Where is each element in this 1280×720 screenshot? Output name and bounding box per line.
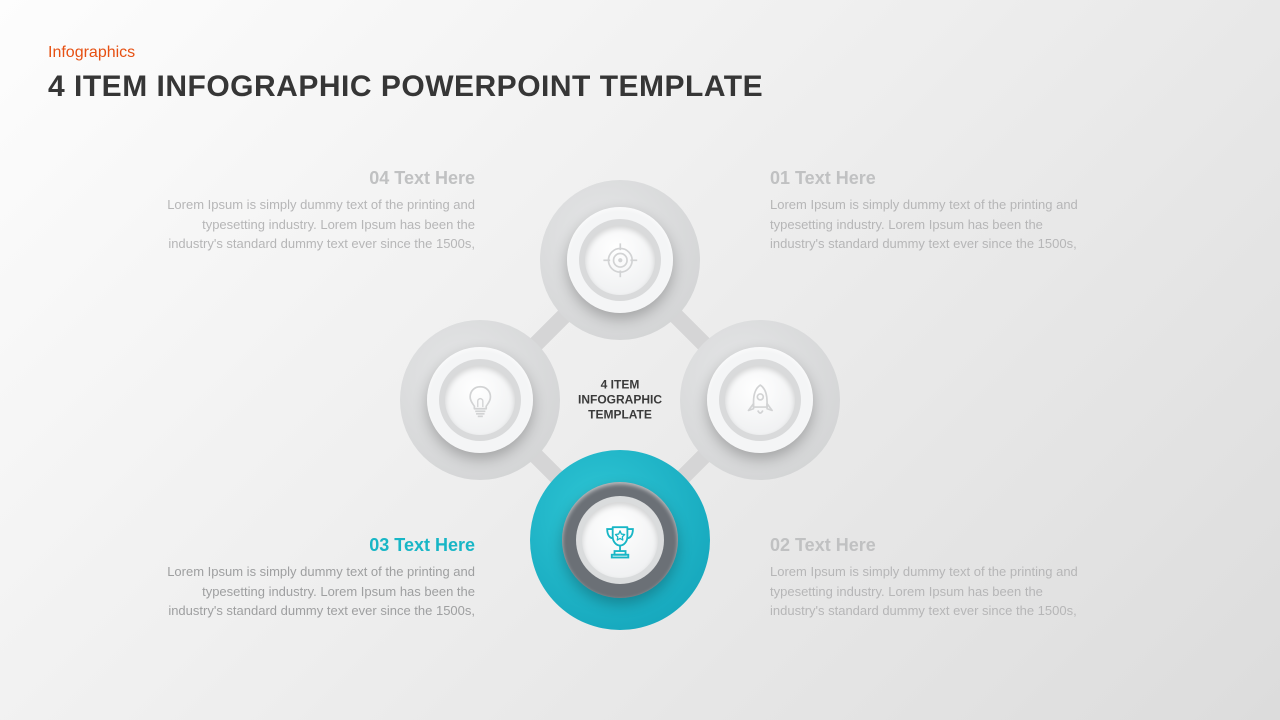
node-bottom [530, 450, 710, 630]
text-block-02: 02 Text Here Lorem Ipsum is simply dummy … [770, 535, 1100, 621]
bulb-icon [460, 380, 501, 421]
text-block-title: 04 Text Here [145, 168, 475, 189]
node-left [400, 320, 560, 480]
text-block-body: Lorem Ipsum is simply dummy text of the … [145, 195, 475, 254]
rocket-icon [740, 380, 781, 421]
node-right [680, 320, 840, 480]
trophy-icon [598, 518, 642, 562]
text-block-03: 03 Text Here Lorem Ipsum is simply dummy … [145, 535, 475, 621]
center-label: 4 ITEM INFOGRAPHIC TEMPLATE [578, 378, 662, 423]
text-block-body: Lorem Ipsum is simply dummy text of the … [145, 562, 475, 621]
text-block-04: 04 Text Here Lorem Ipsum is simply dummy … [145, 168, 475, 254]
node-top [540, 180, 700, 340]
text-block-01: 01 Text Here Lorem Ipsum is simply dummy … [770, 168, 1100, 254]
text-block-title: 01 Text Here [770, 168, 1100, 189]
infographic-diagram: 4 ITEM INFOGRAPHIC TEMPLATE 01 Text Here L… [0, 0, 1280, 720]
text-block-body: Lorem Ipsum is simply dummy text of the … [770, 562, 1100, 621]
target-icon [600, 240, 641, 281]
text-block-body: Lorem Ipsum is simply dummy text of the … [770, 195, 1100, 254]
text-block-title: 03 Text Here [145, 535, 475, 556]
text-block-title: 02 Text Here [770, 535, 1100, 556]
